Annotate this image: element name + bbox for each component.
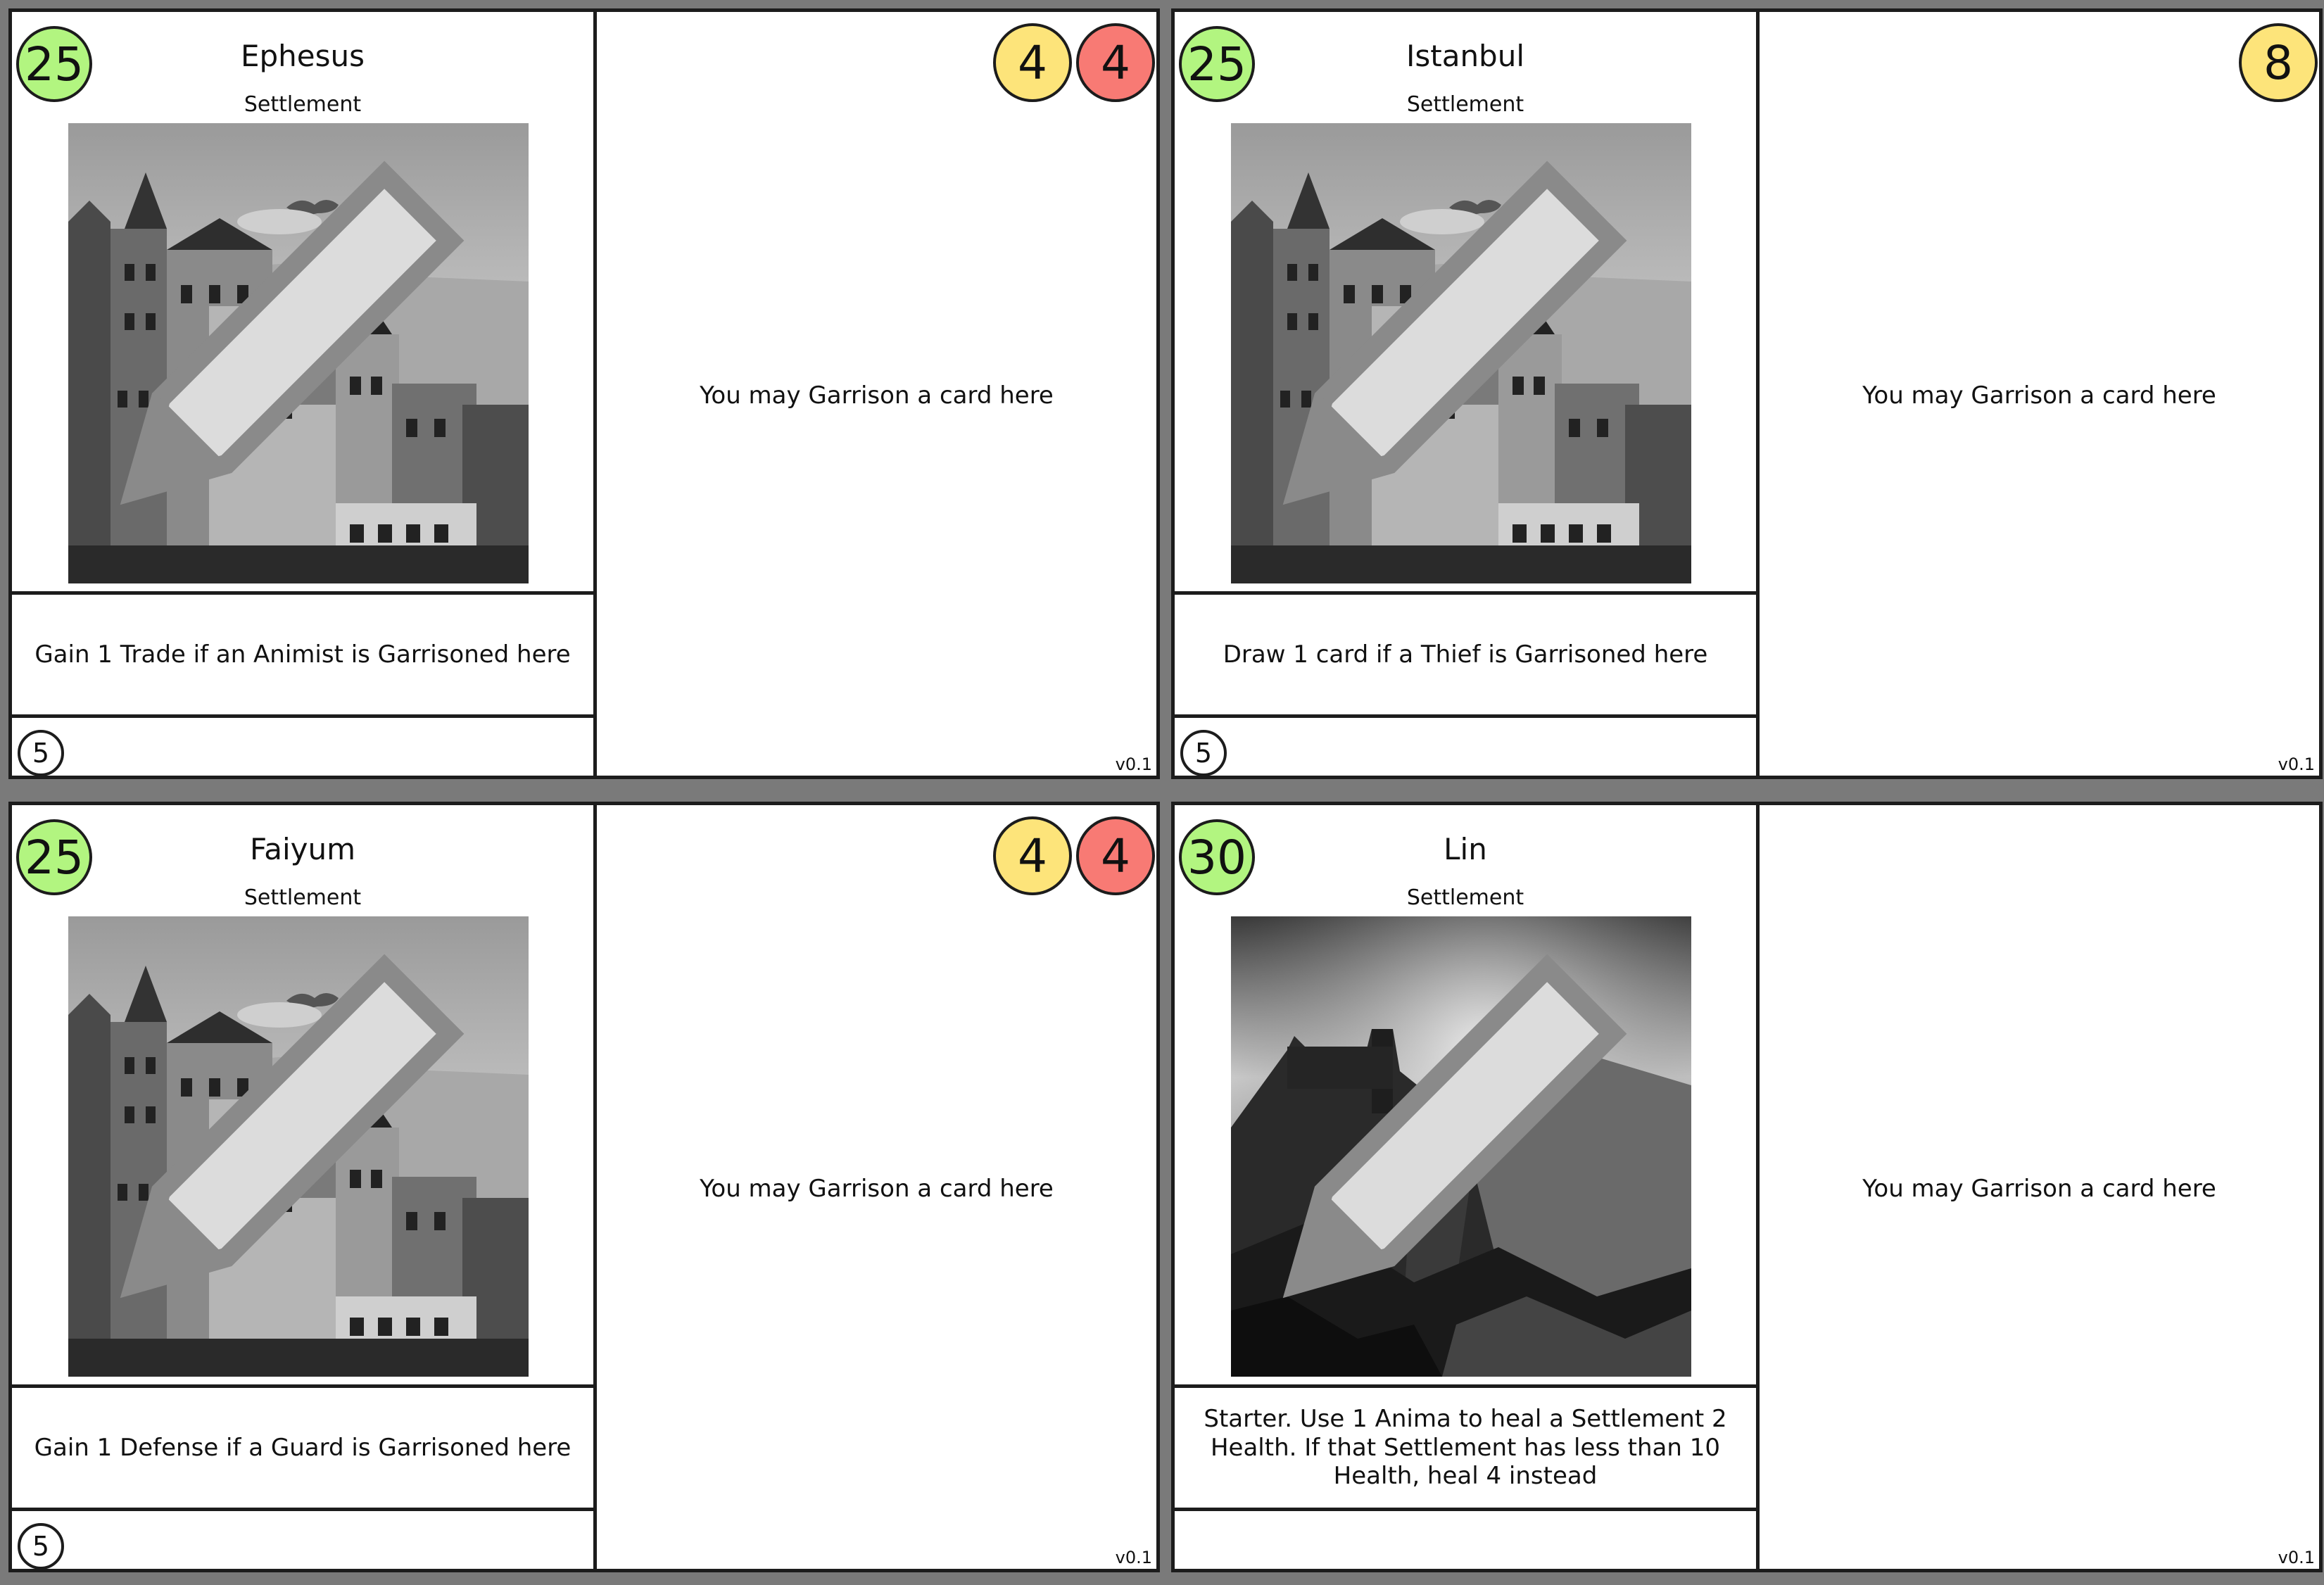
- trade-badge: 4: [993, 23, 1072, 102]
- card-front-panel: 25 Istanbul Settlement Draw 1 card if a …: [1175, 12, 1760, 776]
- card-art: [68, 123, 529, 583]
- card-ephesus[interactable]: 25 Ephesus Settlement Gain 1 Trade if an…: [8, 8, 1160, 779]
- garrison-text: You may Garrison a card here: [700, 381, 1054, 410]
- trade-badge: 8: [2239, 23, 2318, 102]
- card-title: Ephesus: [240, 39, 365, 73]
- version-label: v0.1: [2278, 754, 2315, 774]
- version-label: v0.1: [2278, 1548, 2315, 1567]
- card-faiyum[interactable]: 25 Faiyum Settlement Gain 1 Defense if a…: [8, 802, 1160, 1572]
- garrison-text: You may Garrison a card here: [1862, 381, 2216, 410]
- card-title: Faiyum: [249, 832, 356, 866]
- garrison-panel[interactable]: 8 You may Garrison a card here v0.1: [1760, 12, 2319, 776]
- cost-badge: 25: [1179, 26, 1255, 102]
- card-front-panel: 30 Lin Settlement Starter. Use 1 Anima t…: [1175, 805, 1760, 1569]
- pencil-icon[interactable]: [68, 123, 516, 569]
- pencil-icon[interactable]: [1231, 916, 1679, 1363]
- effect-text: Starter. Use 1 Anima to heal a Settlemen…: [1175, 1384, 1756, 1511]
- stat-badges: 8: [2239, 23, 2318, 102]
- card-art: [68, 916, 529, 1377]
- cost-badge: 25: [16, 819, 92, 895]
- cost-badge: 25: [16, 26, 92, 102]
- garrison-text: You may Garrison a card here: [1862, 1175, 2216, 1203]
- card-type: Settlement: [244, 885, 362, 910]
- version-label: v0.1: [1115, 754, 1152, 774]
- garrison-panel[interactable]: 4 4 You may Garrison a card here v0.1: [597, 805, 1156, 1569]
- cost-badge: 30: [1179, 819, 1255, 895]
- card-istanbul[interactable]: 25 Istanbul Settlement Draw 1 card if a …: [1171, 8, 2323, 779]
- card-title: Istanbul: [1406, 39, 1525, 73]
- effect-text: Draw 1 card if a Thief is Garrisoned her…: [1175, 591, 1756, 718]
- garrison-panel[interactable]: You may Garrison a card here v0.1: [1760, 805, 2319, 1569]
- pencil-icon[interactable]: [68, 916, 516, 1363]
- level-badge: 5: [18, 730, 64, 776]
- defense-badge: 4: [1076, 23, 1155, 102]
- level-badge: 5: [18, 1523, 64, 1570]
- garrison-panel[interactable]: 4 4 You may Garrison a card here v0.1: [597, 12, 1156, 776]
- level-badge: 5: [1180, 730, 1227, 776]
- defense-badge: 4: [1076, 816, 1155, 895]
- garrison-text: You may Garrison a card here: [700, 1175, 1054, 1203]
- version-label: v0.1: [1115, 1548, 1152, 1567]
- card-type: Settlement: [1406, 885, 1524, 910]
- card-art: [1231, 123, 1691, 583]
- card-art: [1231, 916, 1691, 1377]
- card-lin[interactable]: 30 Lin Settlement Starter. Use 1 Anima t…: [1171, 802, 2323, 1572]
- card-type: Settlement: [244, 92, 362, 117]
- effect-text: Gain 1 Trade if an Animist is Garrisoned…: [12, 591, 593, 718]
- card-front-panel: 25 Faiyum Settlement Gain 1 Defense if a…: [12, 805, 597, 1570]
- card-title: Lin: [1444, 832, 1487, 866]
- trade-badge: 4: [993, 816, 1072, 895]
- stat-badges: 4 4: [993, 23, 1155, 102]
- effect-text: Gain 1 Defense if a Guard is Garrisoned …: [12, 1384, 593, 1511]
- card-front-panel: 25 Ephesus Settlement Gain 1 Trade if an…: [12, 12, 597, 776]
- pencil-icon[interactable]: [1231, 123, 1679, 569]
- stat-badges: 4 4: [993, 816, 1155, 895]
- card-type: Settlement: [1406, 92, 1524, 117]
